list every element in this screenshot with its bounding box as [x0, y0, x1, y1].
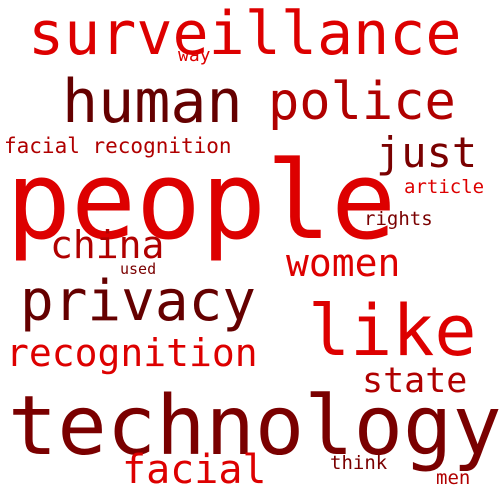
word-police: police: [268, 72, 456, 132]
word-way: way: [178, 45, 211, 66]
word-surveillance: surveillance: [28, 0, 462, 69]
word-technology: technology: [8, 379, 500, 474]
word-used: used: [120, 260, 157, 278]
word-just: just: [376, 128, 478, 177]
word-state: state: [362, 361, 468, 401]
word-rights: rights: [364, 208, 433, 230]
word-men: men: [436, 467, 471, 489]
word-facial: facial: [122, 447, 267, 493]
word-people: people: [6, 139, 397, 264]
word-recognition: recognition: [6, 331, 258, 375]
word-think: think: [330, 452, 388, 474]
word-women: women: [286, 241, 401, 285]
word-china: china: [50, 223, 165, 267]
word-facial-recognition: facial recognition: [4, 134, 232, 158]
word-privacy: privacy: [20, 269, 257, 334]
word-article: article: [404, 176, 485, 198]
word-human: human: [62, 67, 243, 137]
word-like: like: [308, 290, 477, 372]
